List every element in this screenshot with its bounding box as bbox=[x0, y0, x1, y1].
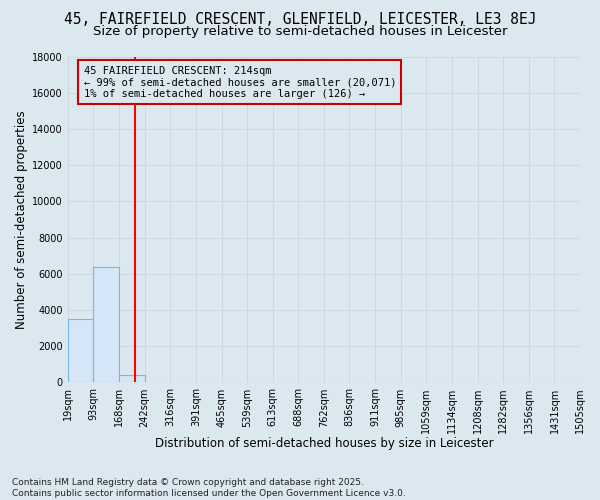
Text: 45, FAIREFIELD CRESCENT, GLENFIELD, LEICESTER, LE3 8EJ: 45, FAIREFIELD CRESCENT, GLENFIELD, LEIC… bbox=[64, 12, 536, 28]
Y-axis label: Number of semi-detached properties: Number of semi-detached properties bbox=[15, 110, 28, 329]
Bar bbox=[119, 375, 145, 382]
Text: Size of property relative to semi-detached houses in Leicester: Size of property relative to semi-detach… bbox=[93, 25, 507, 38]
Bar bbox=[93, 266, 119, 382]
X-axis label: Distribution of semi-detached houses by size in Leicester: Distribution of semi-detached houses by … bbox=[155, 437, 493, 450]
Bar bbox=[68, 319, 93, 382]
Text: 45 FAIREFIELD CRESCENT: 214sqm
← 99% of semi-detached houses are smaller (20,071: 45 FAIREFIELD CRESCENT: 214sqm ← 99% of … bbox=[83, 66, 396, 99]
Text: Contains HM Land Registry data © Crown copyright and database right 2025.
Contai: Contains HM Land Registry data © Crown c… bbox=[12, 478, 406, 498]
